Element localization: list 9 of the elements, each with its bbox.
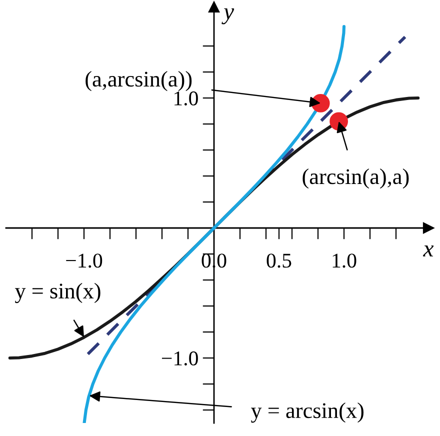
x-axis-title: x	[422, 246, 434, 256]
annotation: y = sin(x)	[14, 282, 100, 304]
annotation: (arcsin(a),a)	[302, 168, 409, 189]
x-tick-label: −1.0	[66, 254, 102, 268]
x-tick-label: 1.0	[332, 254, 356, 268]
annotation: (a,arcsin(a))	[86, 71, 192, 92]
y-axis-title: y	[222, 8, 234, 24]
x-tick-label: 0.5	[266, 254, 292, 268]
annotation: y = arcsin(x)	[251, 402, 364, 423]
